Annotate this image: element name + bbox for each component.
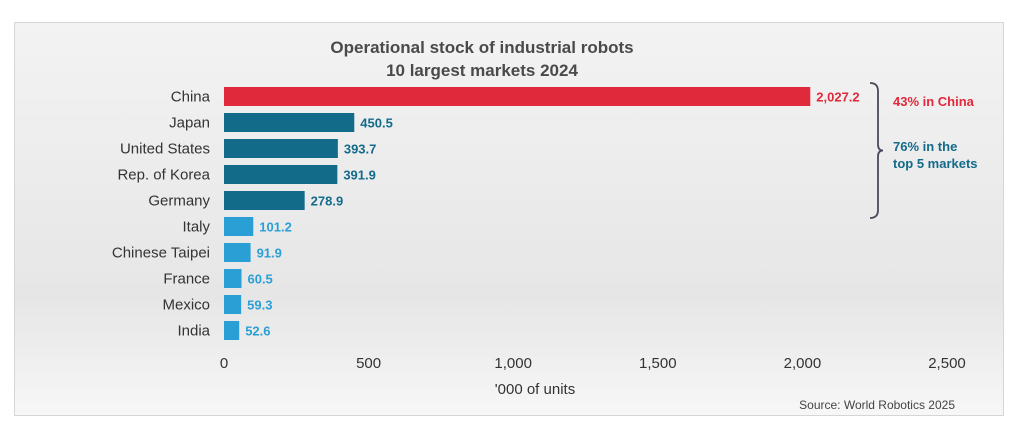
- value-label: 59.3: [247, 298, 272, 313]
- x-tick-label: 0: [220, 355, 228, 372]
- bar: [224, 139, 338, 158]
- bar: [224, 165, 338, 184]
- value-label: 91.9: [257, 246, 282, 261]
- value-label: 52.6: [245, 324, 270, 339]
- bar: [224, 295, 242, 314]
- top5-bracket: [869, 82, 884, 219]
- category-label: Rep. of Korea: [117, 167, 210, 184]
- value-label: 60.5: [247, 272, 272, 287]
- category-label: Mexico: [162, 297, 210, 314]
- bar: [224, 113, 355, 132]
- category-label: Italy: [182, 219, 210, 236]
- value-label: 450.5: [360, 116, 393, 131]
- x-tick-label: 500: [356, 355, 381, 372]
- chart-subtitle: 10 largest markets 2024: [386, 61, 578, 80]
- annotation-china-share: 43% in China: [893, 94, 975, 109]
- x-tick-label: 2,000: [784, 355, 822, 372]
- category-label: United States: [120, 141, 210, 158]
- category-label: China: [171, 89, 211, 106]
- bar: [224, 191, 305, 210]
- value-label: 278.9: [311, 194, 344, 209]
- value-label: 2,027.2: [816, 90, 859, 105]
- category-label: Germany: [148, 193, 210, 210]
- bar: [224, 217, 254, 236]
- source-note: Source: World Robotics 2025: [799, 398, 955, 412]
- annotation-top5-share: top 5 markets: [893, 156, 978, 171]
- x-tick-label: 2,500: [928, 355, 966, 372]
- x-axis-label: '000 of units: [495, 381, 575, 398]
- bar: [224, 321, 240, 340]
- category-label: India: [177, 323, 210, 340]
- chart-title: Operational stock of industrial robots: [330, 38, 633, 57]
- bars-group: China 2,027.2 Japan 450.5 United States 393.7…: [112, 87, 860, 340]
- bar: [224, 243, 251, 262]
- annotation-top5-share: 76% in the: [893, 139, 957, 154]
- value-label: 101.2: [259, 220, 292, 235]
- bar: [224, 87, 811, 106]
- category-label: France: [163, 271, 210, 288]
- x-tick-label: 1,000: [494, 355, 532, 372]
- value-label: 391.9: [343, 168, 376, 183]
- annotations-group: 43% in China 76% in the top 5 markets: [869, 82, 978, 219]
- x-axis-ticks: 0 500 1,000 1,500 2,000 2,500: [220, 355, 966, 372]
- category-label: Japan: [169, 115, 210, 132]
- bar: [224, 269, 242, 288]
- x-tick-label: 1,500: [639, 355, 677, 372]
- category-label: Chinese Taipei: [112, 245, 210, 262]
- value-label: 393.7: [344, 142, 377, 157]
